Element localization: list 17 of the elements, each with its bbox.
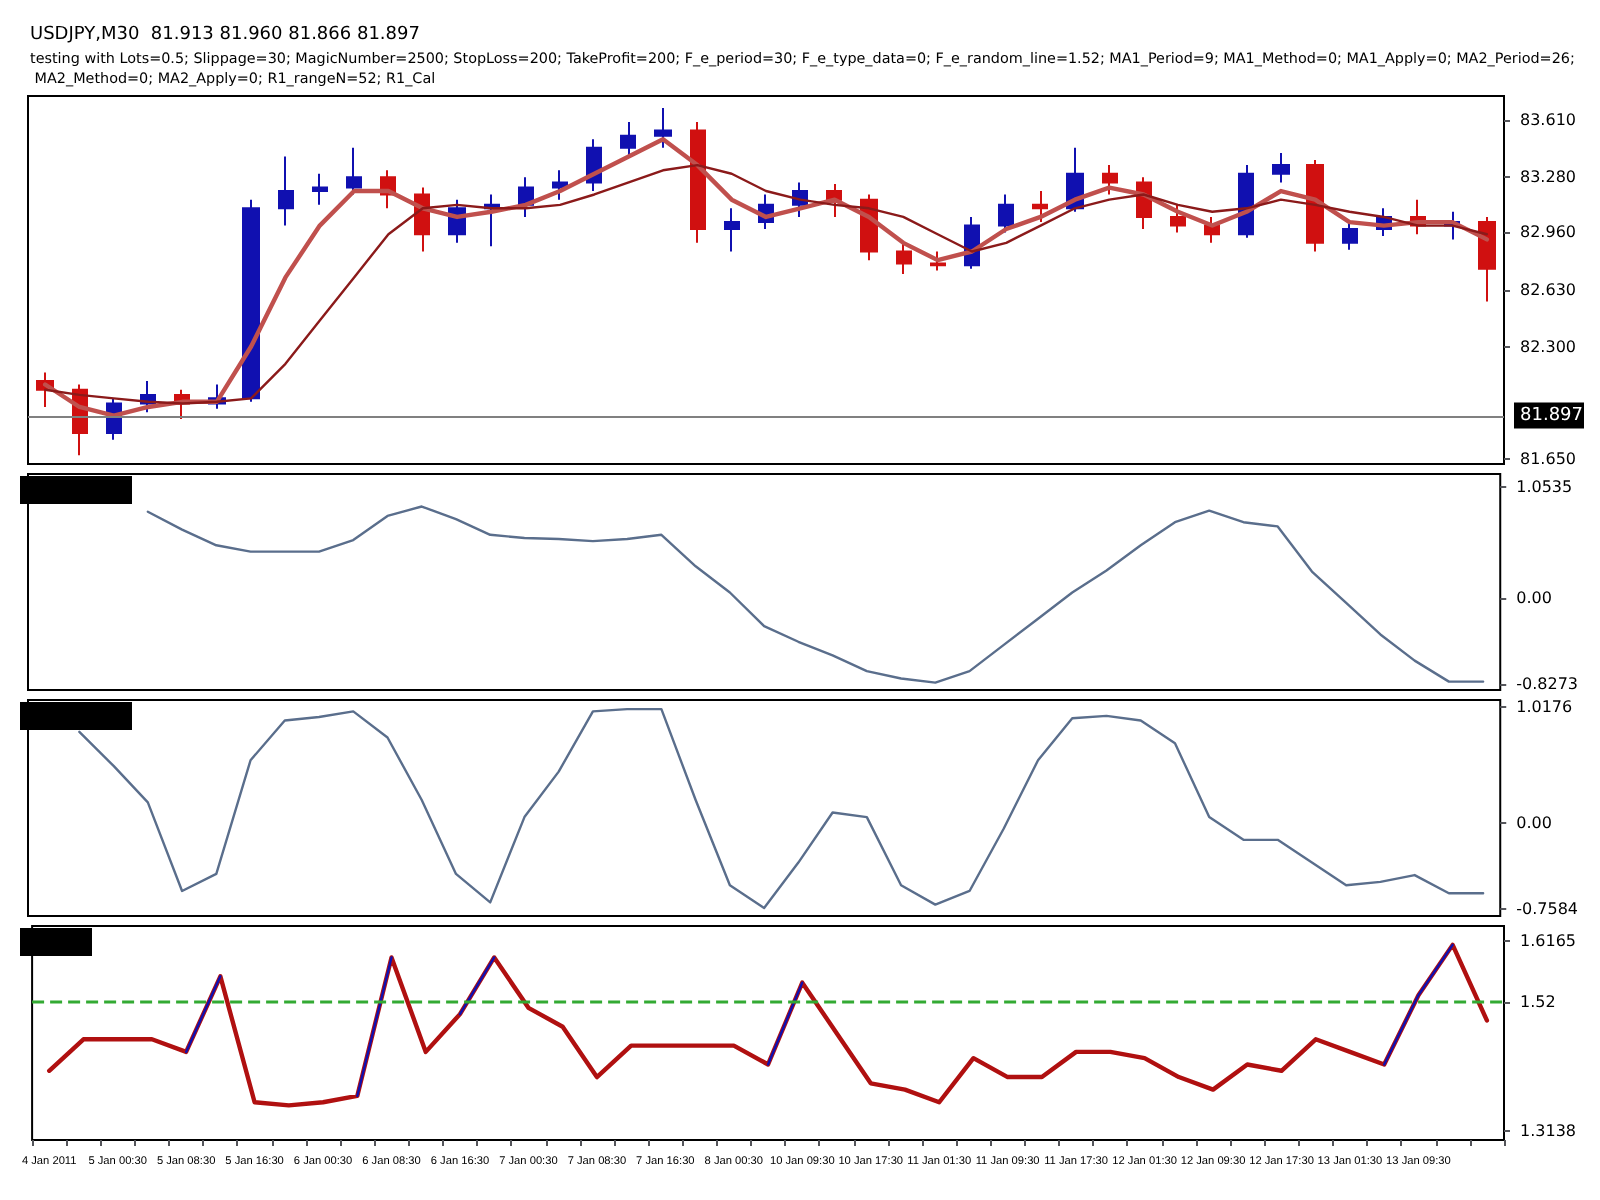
y-tick-label: 82.960 — [1520, 223, 1576, 242]
y-tick-label: 1.0535 — [1516, 478, 1573, 497]
y-tick-label: 81.650 — [1520, 449, 1576, 468]
y-tick-label: 83.610 — [1520, 111, 1576, 130]
y-tick-label: 82.300 — [1520, 337, 1576, 356]
y-tick-label: 1.0176 — [1516, 698, 1573, 717]
y-tick-label: -0.8273 — [1516, 675, 1579, 694]
y-tick-label: 1.52 — [1520, 992, 1556, 1011]
y-tick-label: 82.630 — [1520, 280, 1576, 299]
y-tick-label: 1.6165 — [1520, 931, 1576, 950]
y-tick-label: 0.00 — [1516, 588, 1552, 607]
chart-title: USDJPY,M30 81.913 81.960 81.866 81.897 — [30, 25, 420, 45]
y-tick-label: 1.3138 — [1520, 1122, 1576, 1141]
y-tick-label: 83.280 — [1520, 168, 1576, 187]
y-tick-label: -0.7584 — [1516, 900, 1579, 918]
y-tick-label: 0.00 — [1516, 813, 1552, 832]
ref-line-label: 81.897 — [1520, 405, 1583, 426]
